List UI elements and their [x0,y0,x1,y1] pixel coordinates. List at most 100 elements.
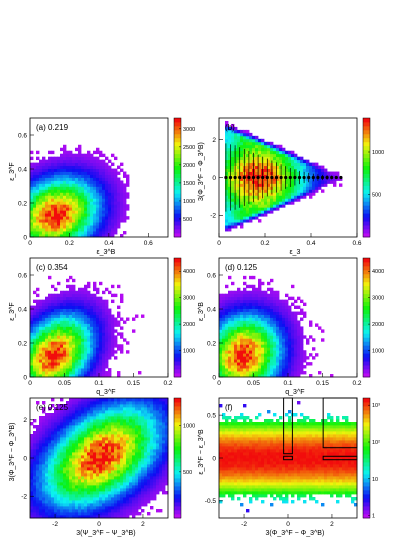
heat-cell [294,180,298,184]
heat-cell [258,150,262,155]
heat-cell [51,431,55,435]
heat-cell [234,329,238,333]
color-bar-segment [174,125,181,131]
heat-cell [93,464,97,468]
heat-cell [258,147,262,152]
heat-cell [99,401,103,405]
heat-cell [258,347,262,351]
heat-cell [84,234,88,238]
heat-cell [279,162,283,167]
heat-cell [243,153,247,158]
heat-cell [84,410,88,414]
heat-cell [96,500,100,504]
heat-cell [219,329,223,333]
heat-cell [99,419,103,423]
heat-cell [297,195,301,199]
heat-cell [96,314,100,318]
heat-cell [120,500,124,504]
heat-cell [39,186,43,190]
heat-cell [129,434,133,438]
heat-cell [105,213,109,217]
heat-cell [114,476,118,480]
heat-cell [246,365,250,369]
color-bar-segment [363,297,370,303]
heat-cell [291,189,295,193]
heat-cell [309,183,313,187]
heat-cell [117,512,121,516]
heat-cell [282,320,286,324]
heat-cell [309,186,313,190]
heat-cell [57,374,61,378]
heat-cell [102,305,106,309]
heat-cell [36,299,40,304]
heat-cell [69,213,73,217]
heat-cell [306,362,310,366]
heat-cell [132,401,136,405]
heat-cell [81,467,85,471]
heat-cell [237,305,241,309]
heat-cell [30,509,34,513]
heat-cell [96,398,100,402]
heat-cell [87,156,91,161]
heat-cell [72,452,76,456]
heat-cell [123,401,127,405]
heat-cell [75,401,79,405]
heat-cell [60,147,64,152]
color-bar-segment [174,273,181,279]
heat-cell [84,434,88,438]
heat-cell [138,446,142,450]
heat-cell [45,308,49,312]
heat-cell [270,299,274,304]
heat-cell [249,374,253,378]
heat-cell [243,129,247,134]
heat-cell [285,335,289,339]
heat-cell [69,440,73,444]
heat-cell [54,488,58,492]
heat-cell [30,437,34,441]
heat-cell [267,374,271,378]
heat-cell [117,419,121,423]
heat-cell [111,341,115,345]
heat-cell [42,222,46,226]
heat-cell [126,446,130,450]
heat-cell [45,207,49,211]
heat-cell [93,311,97,315]
heat-cell [72,461,76,465]
heat-cell [99,491,103,495]
heat-cell [57,470,61,474]
heat-cell [60,290,64,295]
heat-cell [36,479,40,483]
heat-cell [75,509,79,513]
color-bar-segment [363,169,370,174]
heat-cell [279,329,283,333]
heat-cell [237,213,241,217]
color-bar-segment [174,145,181,151]
heat-cell [51,159,55,164]
heat-cell [303,335,307,339]
heat-cell [45,222,49,226]
heat-cell [120,506,124,510]
heat-cell [51,479,55,483]
heat-cell [36,177,40,181]
heat-cell [120,503,124,507]
heat-cell [63,434,67,438]
heat-cell [81,308,85,312]
heat-cell [117,464,121,468]
heat-cell [270,144,274,149]
heat-cell [108,464,112,468]
heat-cell [240,302,244,307]
heat-cell [66,228,70,232]
heat-cell [84,398,88,402]
heat-cell [264,201,268,205]
profile-point [247,175,251,180]
heat-cell [114,500,118,504]
heat-cell [279,186,283,190]
heat-cell [228,135,232,140]
heat-cell [129,482,133,486]
heat-cell [48,183,52,187]
heat-cell [102,374,106,378]
heat-cell [126,476,130,480]
heat-cell [252,284,256,289]
heat-cell [264,153,268,158]
heat-cell [69,425,73,429]
